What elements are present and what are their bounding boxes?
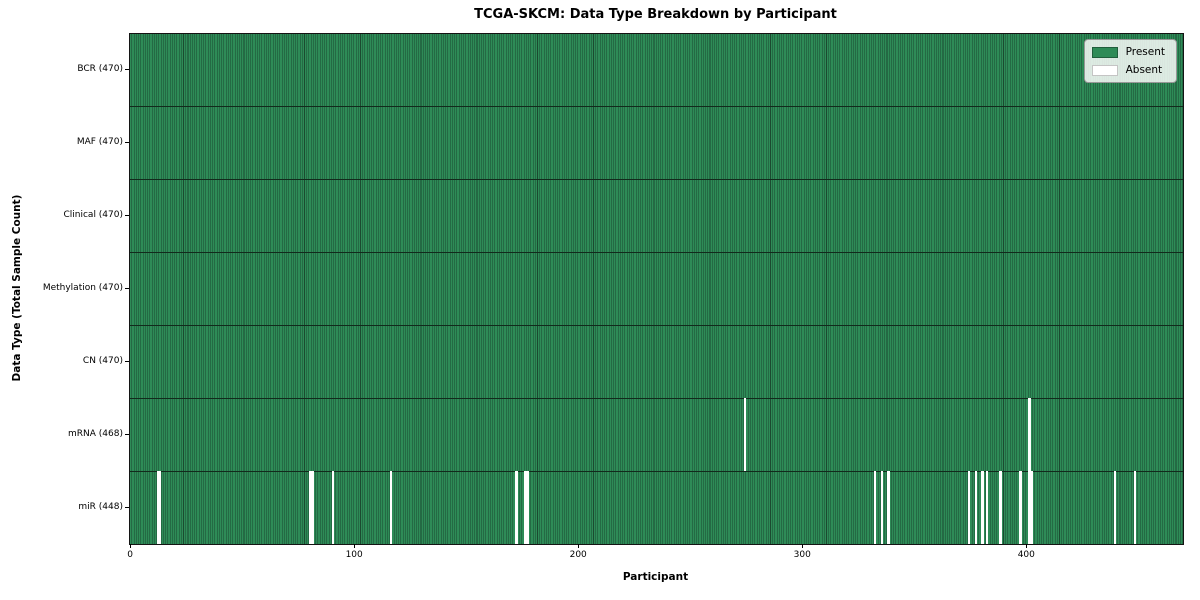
row-separator	[130, 470, 1183, 472]
x-tick-mark	[1026, 544, 1028, 548]
absent-stripe-mir-80	[309, 471, 312, 544]
y-tick-mark	[125, 360, 129, 362]
y-tick-label-cn: CN (470)	[82, 355, 123, 366]
row-separator	[130, 252, 1183, 254]
y-tick-mark	[125, 433, 129, 435]
heatmap-row-bcr	[130, 34, 1183, 107]
absent-stripe-mir-13	[159, 471, 162, 544]
row-separator	[130, 324, 1183, 326]
absent-stripe-mir-12	[156, 471, 160, 544]
absent-stripe-mir-382	[985, 471, 989, 544]
heatmap-row-methylation	[130, 253, 1183, 326]
absent-stripe-mir-338	[887, 471, 890, 544]
row-separator	[130, 397, 1183, 399]
x-axis-label: Participant	[622, 571, 689, 583]
y-tick-label-clinical: Clinical (470)	[63, 210, 123, 221]
y-tick-mark	[125, 506, 129, 508]
y-tick-label-mir: miR (448)	[78, 501, 123, 512]
absent-stripe-mir-177	[526, 471, 529, 544]
y-tick-mark	[125, 69, 129, 71]
heatmap-row-mrna	[130, 398, 1183, 471]
x-tick-mark	[354, 544, 356, 548]
absent-stripe-mir-116	[389, 471, 393, 544]
legend-label-present: Present	[1125, 46, 1165, 58]
legend-item-present: Present	[1091, 46, 1165, 58]
absent-stripe-mir-401	[1028, 471, 1031, 544]
plot-area: Present Absent	[129, 33, 1184, 545]
x-tick-mark	[802, 544, 804, 548]
absent-stripe-mir-377	[974, 471, 977, 544]
y-tick-label-bcr: BCR (470)	[77, 64, 123, 75]
absent-stripe-mir-439	[1113, 471, 1116, 544]
legend-label-absent: Absent	[1125, 64, 1163, 76]
absent-stripe-mir-397	[1019, 471, 1022, 544]
x-tick-label-200: 200	[569, 550, 587, 560]
absent-swatch-icon	[1091, 64, 1118, 76]
legend-item-absent: Absent	[1091, 64, 1165, 76]
x-tick-label-400: 400	[1017, 550, 1035, 560]
x-tick-label-0: 0	[127, 550, 133, 560]
row-separator	[130, 106, 1183, 108]
absent-stripe-mir-90	[331, 471, 334, 544]
y-tick-mark	[125, 142, 129, 144]
heatmap-row-maf	[130, 107, 1183, 180]
absent-stripe-mir-402	[1030, 471, 1033, 544]
absent-stripe-mir-176	[524, 471, 527, 544]
y-tick-mark	[125, 215, 129, 217]
absent-stripe-mir-374	[967, 471, 971, 544]
absent-stripe-mrna-274	[743, 398, 747, 472]
x-tick-label-100: 100	[345, 550, 363, 560]
y-tick-label-methylation: Methylation (470)	[42, 283, 123, 293]
y-tick-mark	[125, 288, 129, 289]
absent-stripe-mir-81	[311, 471, 314, 544]
x-tick-label-300: 300	[793, 550, 811, 560]
chart-title: TCGA-SKCM: Data Type Breakdown by Partic…	[474, 7, 837, 22]
y-tick-label-maf: MAF (470)	[76, 137, 123, 148]
absent-stripe-mir-448	[1133, 471, 1137, 544]
x-tick-mark	[578, 544, 580, 548]
heatmap-row-mir	[130, 471, 1183, 544]
absent-stripe-mir-172	[515, 471, 518, 544]
legend: Present Absent	[1083, 39, 1177, 83]
absent-stripe-mir-388	[999, 471, 1002, 544]
y-tick-label-mrna: mRNA (468)	[68, 428, 123, 439]
x-tick-mark	[130, 544, 132, 548]
row-separator	[130, 179, 1183, 181]
absent-stripe-mir-332	[873, 471, 877, 544]
present-swatch-icon	[1091, 46, 1118, 58]
absent-stripe-mir-335	[880, 471, 883, 544]
absent-stripe-mir-380	[981, 471, 984, 544]
heatmap-row-clinical	[130, 180, 1183, 253]
absent-stripe-mrna-401	[1028, 398, 1031, 472]
heatmap-row-cn	[130, 325, 1183, 398]
